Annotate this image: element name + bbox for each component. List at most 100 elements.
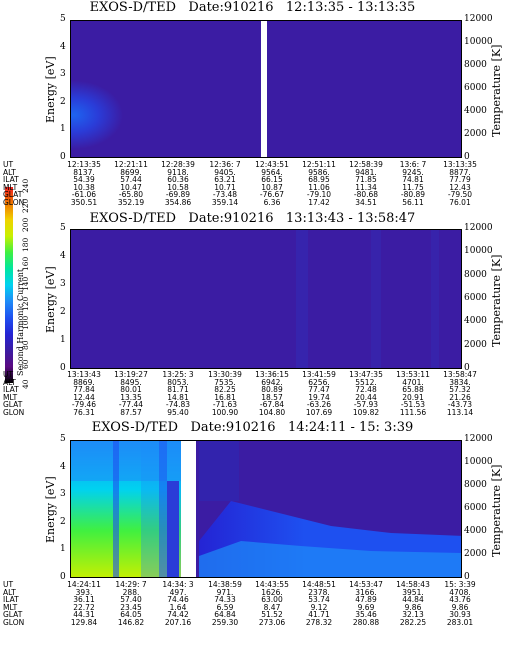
table-cell: 9.86 xyxy=(404,602,422,612)
y2-tick-label: 12000 xyxy=(464,434,493,444)
table-cell: -63.26 xyxy=(306,400,332,410)
table-cell: 74.81 xyxy=(402,175,424,185)
table-cell: 77.79 xyxy=(449,175,471,185)
y2-tick-label: 2000 xyxy=(464,339,487,350)
table-cell: 9.69 xyxy=(357,602,375,612)
table-cell: 111.56 xyxy=(399,407,427,417)
y-tick-label: 0 xyxy=(60,572,66,582)
table-cell: 76.31 xyxy=(73,407,95,417)
row-label: ILAT xyxy=(3,175,19,185)
table-cell: 6.36 xyxy=(263,197,281,207)
table-row: GLAT -79.46 -77.44 -74.83 -71.63 -67.84 -63.26… xyxy=(0,401,505,409)
table-cell: 6942. xyxy=(261,377,283,387)
table-cell: 9.86 xyxy=(451,602,469,612)
table-cell: 8699. xyxy=(120,167,142,177)
y2-tick-label: 4000 xyxy=(464,106,487,116)
table-cell: 11.06 xyxy=(308,182,330,192)
table-cell: 20.91 xyxy=(402,392,424,402)
y-tick-label: 4 xyxy=(60,251,66,261)
table-cell: 57.40 xyxy=(120,595,142,605)
table-cell: 146.82 xyxy=(117,617,145,627)
table-cell: 9481. xyxy=(355,167,377,177)
table-cell: 19.74 xyxy=(308,392,330,402)
row-label: MLT xyxy=(3,392,18,402)
table-cell: 53.74 xyxy=(308,595,330,605)
table-cell: 13:47:35 xyxy=(349,370,383,379)
table-cell: 60.36 xyxy=(167,175,189,185)
colorbar-tick: 100 xyxy=(21,315,30,331)
table-cell: 77.84 xyxy=(73,385,95,395)
table-cell: -69.89 xyxy=(165,190,191,200)
table-cell: 12:28:39 xyxy=(161,160,195,169)
table-cell: 14:53:47 xyxy=(349,580,383,589)
table-cell: 87.57 xyxy=(120,407,142,417)
table-cell: 13:13:35 xyxy=(443,160,477,169)
table-cell: 11.75 xyxy=(402,182,424,192)
table-cell: 12.44 xyxy=(73,392,95,402)
table-cell: 51.52 xyxy=(261,610,283,620)
table-row: ALT 8869. 8495. 8053. 7535. 6942. 6256. 5512. 47… xyxy=(0,377,505,387)
y-tick-label: 5 xyxy=(60,14,66,24)
table-cell: 72.48 xyxy=(355,385,377,395)
colorbar-tick: 120 xyxy=(21,296,30,311)
row-label: ILAT xyxy=(3,385,19,395)
table-cell: 15: 3:39 xyxy=(444,580,476,589)
orbit-table: UT 14:24:11 14:29: 7 14:34: 3 14:38:59 14:43:… xyxy=(0,581,505,627)
y2-tick-label: 4000 xyxy=(464,316,487,327)
table-cell: 259.30 xyxy=(211,617,239,627)
y-tick-label: 1 xyxy=(60,335,66,345)
spectrogram-plot xyxy=(70,229,462,369)
table-cell: 129.84 xyxy=(70,617,98,627)
table-cell: 23.45 xyxy=(120,602,142,612)
colorbar-tick: 180 xyxy=(21,237,30,252)
table-cell: 77.47 xyxy=(308,385,330,395)
table-cell: 9564. xyxy=(261,167,283,177)
y-tick-label: 3 xyxy=(60,489,66,500)
y2-tick-label: 2000 xyxy=(464,129,487,139)
table-cell: -79.10 xyxy=(306,190,332,200)
table-cell: 74.33 xyxy=(214,595,236,605)
table-cell: 17.42 xyxy=(308,197,330,207)
table-cell: 9245. xyxy=(402,167,424,177)
table-cell: 288. xyxy=(122,587,140,597)
table-cell: 81.71 xyxy=(167,385,189,395)
table-cell: 54.39 xyxy=(73,175,95,185)
table-cell: 63.00 xyxy=(261,595,283,605)
y-axis-label: Energy [eV] xyxy=(44,56,57,123)
table-cell: 44.31 xyxy=(73,610,95,620)
table-cell: 13:19:27 xyxy=(114,370,148,379)
y-tick-label: 0 xyxy=(60,363,66,373)
table-cell: -57.93 xyxy=(353,400,379,410)
table-cell: 43.76 xyxy=(449,595,471,605)
table-row: GLAT 44.31 64.05 74.42 64.84 51.52 41.71 35.46 3… xyxy=(0,611,505,619)
table-cell: 283.01 xyxy=(446,617,474,627)
table-cell: 68.95 xyxy=(308,175,330,185)
table-row: GLON 350.51 352.19 354.86 359.14 6.36 17.42 34.… xyxy=(0,199,505,207)
y2-tick-label: 8000 xyxy=(464,60,487,70)
y2-tick-label: 0 xyxy=(464,152,470,162)
table-cell: 65.88 xyxy=(402,385,424,395)
row-label: GLAT xyxy=(3,190,23,200)
table-cell: 2378. xyxy=(308,587,330,597)
table-row: MLT 10.38 10.47 10.58 10.71 10.87 11.06 11.34 11… xyxy=(0,184,505,192)
row-label: GLAT xyxy=(3,400,23,410)
table-cell: 10.38 xyxy=(73,182,95,192)
table-cell: -51.53 xyxy=(400,400,426,410)
table-cell: 14:24:11 xyxy=(67,580,101,589)
y-tick-label: 1 xyxy=(60,124,66,135)
y2-tick-label: 0 xyxy=(464,572,470,582)
y-tick-label: 5 xyxy=(60,434,66,444)
table-cell: 12:36: 7 xyxy=(209,160,241,169)
table-cell: 74.42 xyxy=(167,610,189,620)
row-label: MLT xyxy=(3,602,18,612)
table-row: GLON 76.31 87.57 95.40 100.90 104.80 107.69 109… xyxy=(0,409,505,417)
y2-axis-label: Temperature [K] xyxy=(490,464,503,557)
table-cell: 109.82 xyxy=(352,407,380,417)
table-row: MLT 22.72 23.45 1.64 6.59 8.47 9.12 9.69 9.86 9.8… xyxy=(0,604,505,612)
table-cell: 104.80 xyxy=(258,407,286,417)
table-cell: 12:21:11 xyxy=(114,160,148,169)
table-cell: 13:36:15 xyxy=(255,370,289,379)
y-tick-label: 3 xyxy=(60,69,66,80)
y-axis-label: Energy [eV] xyxy=(44,476,57,543)
table-cell: 273.06 xyxy=(258,617,286,627)
